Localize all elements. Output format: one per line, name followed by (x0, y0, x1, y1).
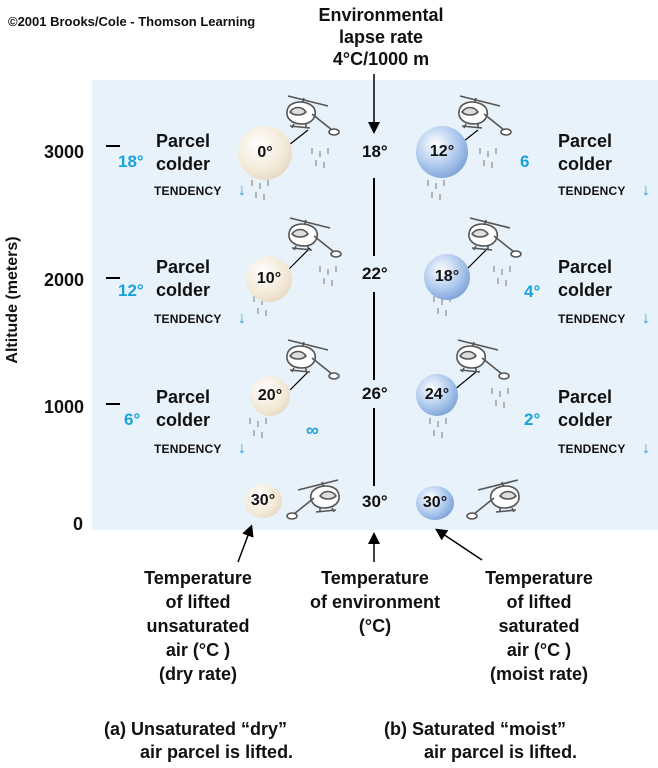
colder-word: colder (558, 154, 613, 174)
dry-diff-2000: 12° (118, 281, 144, 300)
dry-diff-3000: 18° (118, 152, 144, 171)
parcel-word: Parcel (156, 257, 211, 277)
dry-parcel-colder-2000: Parcel colder (156, 256, 210, 302)
dry-tendency-1000: TENDENCY (154, 442, 222, 456)
label-line: of environment (309, 592, 440, 612)
header-line-2: lapse rate (338, 27, 424, 47)
label-line: saturated (498, 616, 580, 636)
env-temp-0: 30° (360, 492, 390, 512)
label-line: (°C) (358, 616, 392, 636)
label-line: unsaturated (146, 616, 250, 636)
colder-word: colder (156, 410, 211, 430)
tick-3000: 3000 (44, 142, 85, 162)
lapse-rate-header: Environmental lapse rate 4°C/1000 m (296, 4, 466, 70)
moist-diff-1000: 2° (524, 410, 541, 429)
moist-parcel-1000: 24° (416, 374, 458, 416)
moist-temperature-label: Temperature of lifted saturated air (°C … (464, 566, 614, 686)
tick-2000: 2000 (44, 270, 85, 290)
moist-diff-3000: 6 (520, 152, 530, 171)
colder-word: colder (558, 410, 613, 430)
label-line: air (°C ) (165, 640, 231, 660)
parcel-word: Parcel (558, 131, 613, 151)
tendency-down-arrow-icon: ↓ (642, 182, 650, 199)
tick-mark-1000 (106, 403, 120, 405)
caption-b-line-2: air parcel is lifted. (424, 742, 578, 762)
colder-word: colder (558, 280, 613, 300)
infinity-symbol: ∞ (306, 420, 319, 440)
tick-0: 0 (73, 514, 84, 534)
tendency-down-arrow-icon: ↓ (642, 310, 650, 327)
tendency-down-arrow-icon: ↓ (238, 310, 246, 327)
moist-parcel-0: 30° (416, 486, 454, 520)
dry-parcel-1000: 20° (250, 376, 290, 416)
caption-a-line-2: air parcel is lifted. (140, 742, 294, 762)
parcel-word: Parcel (156, 387, 211, 407)
caption-b-line-1: (b) Saturated “moist” (384, 719, 567, 739)
label-line: (moist rate) (489, 664, 588, 684)
moist-tendency-3000: TENDENCY (558, 184, 626, 198)
env-temp-3000: 18° (360, 142, 390, 162)
label-line: Temperature (485, 568, 593, 588)
header-line-3: 4°C/1000 m (332, 49, 430, 69)
colder-word: colder (156, 154, 211, 174)
dry-tendency-3000: TENDENCY (154, 184, 222, 198)
colder-word: colder (156, 280, 211, 300)
dry-parcel-0: 30° (244, 484, 282, 518)
moist-parcel-colder-1000: Parcel colder (558, 386, 612, 432)
tendency-down-arrow-icon: ↓ (642, 440, 650, 457)
parcel-word: Parcel (558, 257, 613, 277)
moist-parcel-colder-3000: Parcel colder (558, 130, 612, 176)
tendency-down-arrow-icon: ↓ (238, 440, 246, 457)
label-line: Temperature (321, 568, 429, 588)
caption-a-line-1: (a) Unsaturated “dry” (104, 719, 288, 739)
dry-parcel-2000: 10° (246, 256, 292, 302)
parcel-word: Parcel (558, 387, 613, 407)
dry-temperature-label: Temperature of lifted unsaturated air (°… (120, 566, 276, 686)
env-temp-1000: 26° (360, 384, 390, 404)
copyright-notice: ©2001 Brooks/Cole - Thomson Learning (8, 14, 256, 29)
moist-parcel-2000: 18° (424, 254, 470, 300)
dry-diff-1000: 6° (124, 410, 141, 429)
dry-parcel-colder-1000: Parcel colder (156, 386, 210, 432)
label-line: air (°C ) (506, 640, 572, 660)
moist-tendency-1000: TENDENCY (558, 442, 626, 456)
moist-parcel-3000: 12° (416, 126, 468, 178)
tendency-down-arrow-icon: ↓ (238, 182, 246, 199)
label-line: Temperature (144, 568, 252, 588)
label-line: of lifted (506, 592, 572, 612)
moist-diff-2000: 4° (524, 282, 541, 301)
header-line-1: Environmental (318, 5, 444, 25)
dry-parcel-colder-3000: Parcel colder (156, 130, 210, 176)
label-line: (dry rate) (158, 664, 238, 684)
tick-mark-3000 (106, 145, 120, 147)
parcel-word: Parcel (156, 131, 211, 151)
moist-parcel-colder-2000: Parcel colder (558, 256, 612, 302)
tick-mark-2000 (106, 277, 120, 279)
moist-tendency-2000: TENDENCY (558, 312, 626, 326)
dry-tendency-2000: TENDENCY (154, 312, 222, 326)
environment-temperature-label: Temperature of environment (°C) (300, 566, 450, 638)
dry-parcel-3000: 0° (238, 126, 292, 180)
label-line: of lifted (165, 592, 231, 612)
tick-1000: 1000 (44, 397, 85, 417)
env-temp-2000: 22° (360, 264, 390, 284)
